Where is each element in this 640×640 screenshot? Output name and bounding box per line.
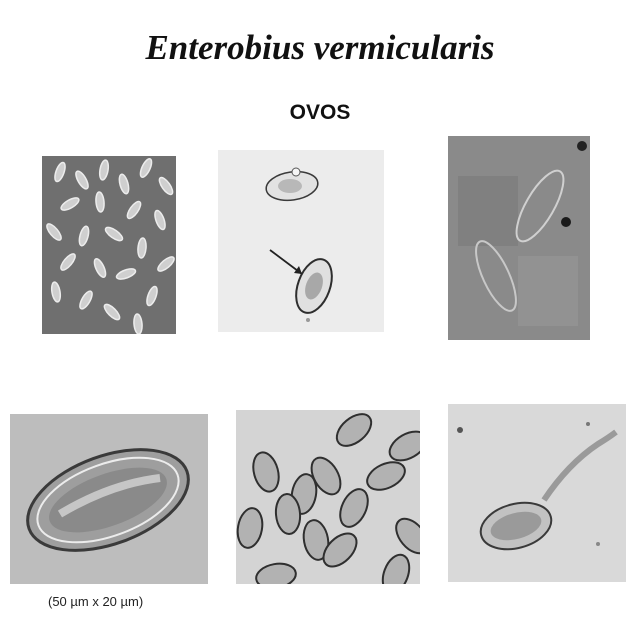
page-title: Enterobius vermicularis (145, 28, 495, 67)
micrograph-eggs-cluster-dark (42, 156, 176, 334)
micrograph-eggs-cluster-light (236, 410, 420, 584)
micrograph-single-egg-closeup (10, 414, 208, 584)
section-subtitle: OVOS (289, 101, 351, 124)
micrograph-egg-hatching (448, 404, 626, 582)
micrograph-eggs-arrow (218, 150, 384, 332)
micrograph-eggs-textured (448, 136, 590, 340)
size-caption: (50 µm x 20 µm) (48, 594, 144, 609)
